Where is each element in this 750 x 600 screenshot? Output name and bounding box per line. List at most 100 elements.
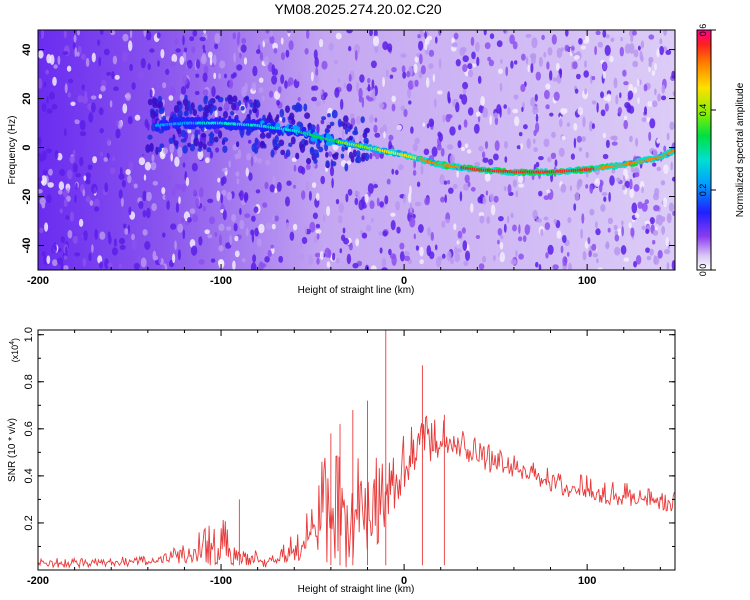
- spectrogram-blob: [596, 258, 599, 264]
- spectrogram-blob: [493, 255, 496, 261]
- spectrogram-blob: [526, 138, 531, 149]
- spectrogram-blob: [70, 211, 74, 222]
- spectrogram-blob: [360, 116, 365, 124]
- spectrogram-blob: [503, 30, 507, 34]
- spectrogram-blob: [85, 195, 91, 203]
- spectrogram-blob: [604, 103, 609, 112]
- spectrogram-blob: [427, 226, 431, 236]
- spectrogram-blob: [285, 222, 290, 229]
- spectrogram-blob: [643, 84, 648, 92]
- spectrogram-blob: [57, 55, 61, 65]
- spectrogram-blob: [454, 252, 461, 263]
- spectrogram-blob: [161, 264, 165, 270]
- spectrogram-blob: [554, 159, 558, 167]
- spectrogram-blob: [415, 245, 419, 251]
- spectrogram-blob: [246, 153, 252, 161]
- spectrogram-blob: [462, 55, 469, 63]
- spectrogram-blob: [545, 104, 550, 110]
- spectrogram-blob: [337, 118, 342, 128]
- spectrogram-blob: [470, 203, 474, 213]
- spectrogram-blob: [127, 116, 133, 125]
- spectrogram-blob: [572, 61, 578, 70]
- spectrogram-blob: [194, 90, 200, 96]
- spectrogram-blob: [463, 183, 470, 191]
- spectrogram-blob: [218, 130, 223, 139]
- spectrogram-blob: [525, 56, 529, 65]
- spectrogram-blob: [343, 115, 349, 123]
- spectrogram-blob: [594, 178, 601, 187]
- spectrogram-blob: [669, 121, 675, 131]
- spectrogram-blob: [663, 248, 671, 255]
- spectrogram-blob: [619, 46, 624, 57]
- spectrogram-blob: [310, 124, 316, 132]
- spectrogram-blob: [356, 82, 359, 92]
- spectrogram-blob: [666, 262, 670, 270]
- spectrogram-blob: [518, 224, 521, 234]
- spectrogram-blob: [614, 230, 619, 236]
- spectrogram-blob: [378, 231, 384, 236]
- spectrogram-blob: [630, 35, 634, 43]
- spectrogram-blob: [244, 96, 249, 101]
- spectrogram-blob: [566, 122, 571, 127]
- spectrogram-blob: [293, 164, 297, 172]
- spectrogram-blob: [243, 193, 248, 203]
- spectrogram-blob: [567, 217, 572, 224]
- spectrogram-blob: [503, 104, 508, 109]
- spectrogram-y-ticks: -40 -20 0 20 40: [21, 43, 675, 253]
- spectrogram-blob: [276, 181, 282, 192]
- spectrogram-blob: [134, 114, 141, 121]
- spectrogram-blob: [647, 101, 653, 107]
- spectrogram-blob: [382, 230, 388, 237]
- spectrogram-blob: [262, 202, 268, 208]
- spectrogram-blob: [183, 47, 188, 53]
- spectrogram-blob: [142, 210, 147, 218]
- spectrogram-blob: [560, 108, 566, 115]
- spectrogram-blob: [499, 107, 502, 118]
- spectrogram-blob: [157, 60, 160, 67]
- spectrogram-blob: [259, 141, 266, 149]
- spectrogram-blob: [424, 30, 427, 39]
- spectrogram-blob: [628, 222, 632, 229]
- spectrogram-blob: [633, 49, 639, 58]
- spectrogram-blob: [486, 216, 491, 225]
- spectrogram-blob: [311, 96, 317, 102]
- spectrogram-blob: [228, 160, 231, 168]
- spectrogram-blob: [49, 91, 55, 100]
- spectrogram-blob: [488, 158, 494, 166]
- spectrogram-blob: [510, 60, 514, 69]
- spectrogram-blob: [369, 114, 374, 123]
- spectrogram-blob: [656, 138, 661, 144]
- spectrogram-blob: [104, 258, 109, 269]
- spectrogram-blob: [119, 244, 126, 250]
- spectrogram-blob: [327, 151, 333, 157]
- spectrogram-blob: [382, 77, 385, 87]
- spectrogram-blob: [252, 254, 257, 263]
- spectrogram-blob: [208, 133, 215, 138]
- spectrogram-blob: [98, 56, 102, 67]
- spectrogram-blob: [309, 147, 315, 153]
- snr-line: [38, 415, 675, 570]
- spectrogram-blob: [169, 142, 175, 154]
- spectrogram-blob: [428, 49, 435, 57]
- spectrogram-blob: [177, 109, 183, 119]
- spectrogram-blob: [574, 191, 580, 202]
- spectrogram-blob: [507, 107, 511, 116]
- spectrogram-blob: [641, 202, 648, 212]
- spectrogram-blob: [233, 52, 237, 63]
- spectrogram-blob: [631, 202, 638, 214]
- spectrogram-blob: [551, 34, 557, 45]
- spectrogram-blob: [248, 172, 253, 181]
- spectrogram-blob: [370, 265, 377, 270]
- spectrogram-blob: [180, 217, 186, 223]
- spectrogram-blob: [327, 113, 331, 118]
- spectrogram-blob: [295, 71, 302, 82]
- spectrogram-blob: [452, 184, 458, 189]
- spectrogram-blob: [263, 38, 270, 43]
- spectrogram-blob: [129, 30, 133, 39]
- spectrogram-blob: [455, 248, 462, 253]
- spectrogram-blob: [304, 112, 311, 119]
- spectrogram-blob: [404, 255, 411, 262]
- spectrogram-blob: [147, 122, 150, 131]
- spectrogram-blob: [222, 145, 228, 153]
- spectrogram-blob: [497, 228, 503, 236]
